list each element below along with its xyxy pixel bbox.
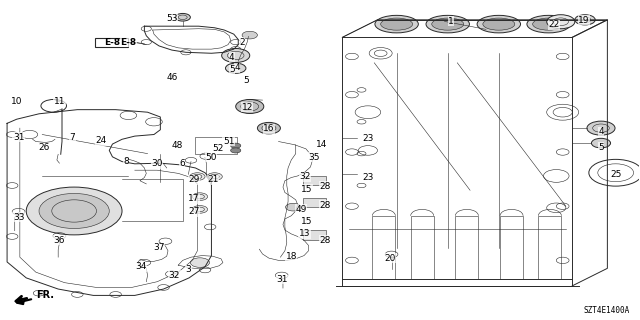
FancyArrowPatch shape xyxy=(17,299,31,304)
Circle shape xyxy=(221,49,250,62)
Text: 22: 22 xyxy=(548,20,559,29)
Text: 46: 46 xyxy=(166,73,177,82)
Text: 12: 12 xyxy=(241,103,253,112)
Text: 1: 1 xyxy=(448,17,454,26)
Text: 21: 21 xyxy=(207,175,218,184)
Ellipse shape xyxy=(375,15,419,33)
Text: 3: 3 xyxy=(186,265,191,275)
Text: 5: 5 xyxy=(229,65,235,74)
Circle shape xyxy=(591,138,611,148)
Text: 4: 4 xyxy=(229,53,235,62)
Text: 19: 19 xyxy=(578,16,589,25)
Text: 26: 26 xyxy=(38,143,50,152)
Text: E-8: E-8 xyxy=(120,38,136,47)
Text: 32: 32 xyxy=(169,271,180,280)
Text: 14: 14 xyxy=(316,140,328,149)
Text: 33: 33 xyxy=(13,213,24,222)
Circle shape xyxy=(207,173,222,180)
Text: 53: 53 xyxy=(166,14,177,23)
Text: 48: 48 xyxy=(172,141,182,150)
Ellipse shape xyxy=(477,15,520,33)
Text: 13: 13 xyxy=(299,229,310,238)
Circle shape xyxy=(230,143,241,148)
Text: 4: 4 xyxy=(598,127,604,136)
Circle shape xyxy=(587,121,615,135)
Text: 28: 28 xyxy=(319,182,331,191)
Text: 18: 18 xyxy=(285,252,297,261)
Text: 15: 15 xyxy=(301,217,312,226)
Circle shape xyxy=(285,203,301,211)
Circle shape xyxy=(257,123,280,134)
Ellipse shape xyxy=(527,15,570,33)
Text: 36: 36 xyxy=(54,236,65,245)
Bar xyxy=(95,38,129,47)
Text: 11: 11 xyxy=(54,97,65,106)
Text: 4: 4 xyxy=(234,63,240,72)
Circle shape xyxy=(190,258,209,268)
Text: 23: 23 xyxy=(363,134,374,143)
Text: E-8: E-8 xyxy=(104,38,120,47)
Text: 17: 17 xyxy=(188,194,200,204)
Text: 27: 27 xyxy=(189,207,200,216)
Text: 24: 24 xyxy=(95,136,107,145)
Text: 7: 7 xyxy=(69,132,75,141)
Text: 35: 35 xyxy=(308,153,319,162)
Text: 25: 25 xyxy=(610,170,621,179)
Text: 2: 2 xyxy=(239,38,245,47)
Text: 5: 5 xyxy=(244,76,250,85)
Text: 28: 28 xyxy=(319,201,331,210)
Text: 10: 10 xyxy=(11,97,22,106)
Text: 16: 16 xyxy=(263,124,275,133)
Text: 8: 8 xyxy=(123,157,129,166)
Ellipse shape xyxy=(381,18,413,30)
Text: 6: 6 xyxy=(179,159,185,168)
Circle shape xyxy=(242,31,257,39)
Bar xyxy=(303,230,326,240)
Bar xyxy=(303,197,326,207)
Circle shape xyxy=(225,63,246,73)
Text: 51: 51 xyxy=(223,137,234,146)
Ellipse shape xyxy=(483,18,515,30)
Circle shape xyxy=(189,173,205,180)
Text: FR.: FR. xyxy=(36,291,54,300)
Circle shape xyxy=(236,100,264,114)
Circle shape xyxy=(26,187,122,235)
Bar xyxy=(303,176,326,186)
Circle shape xyxy=(575,15,595,25)
Text: 31: 31 xyxy=(13,132,24,141)
Text: SZT4E1400A: SZT4E1400A xyxy=(584,307,630,316)
Text: 15: 15 xyxy=(301,185,312,194)
Ellipse shape xyxy=(426,15,469,33)
Circle shape xyxy=(547,15,575,29)
Circle shape xyxy=(192,193,207,200)
Text: 29: 29 xyxy=(189,175,200,184)
Text: 32: 32 xyxy=(299,172,310,181)
Circle shape xyxy=(230,148,241,153)
Text: 28: 28 xyxy=(319,236,331,245)
Circle shape xyxy=(39,194,109,228)
Circle shape xyxy=(175,13,190,21)
Text: 30: 30 xyxy=(152,159,163,168)
Text: 5: 5 xyxy=(598,143,604,152)
Text: 23: 23 xyxy=(363,173,374,182)
Ellipse shape xyxy=(532,18,564,30)
Text: 31: 31 xyxy=(276,275,288,284)
Text: 34: 34 xyxy=(136,262,147,271)
Ellipse shape xyxy=(432,18,464,30)
Bar xyxy=(195,137,237,154)
Text: 37: 37 xyxy=(154,243,165,252)
Text: 52: 52 xyxy=(212,144,223,153)
Circle shape xyxy=(192,205,207,213)
Text: 20: 20 xyxy=(385,254,396,263)
Text: 49: 49 xyxy=(295,205,307,214)
Text: 50: 50 xyxy=(205,153,216,162)
